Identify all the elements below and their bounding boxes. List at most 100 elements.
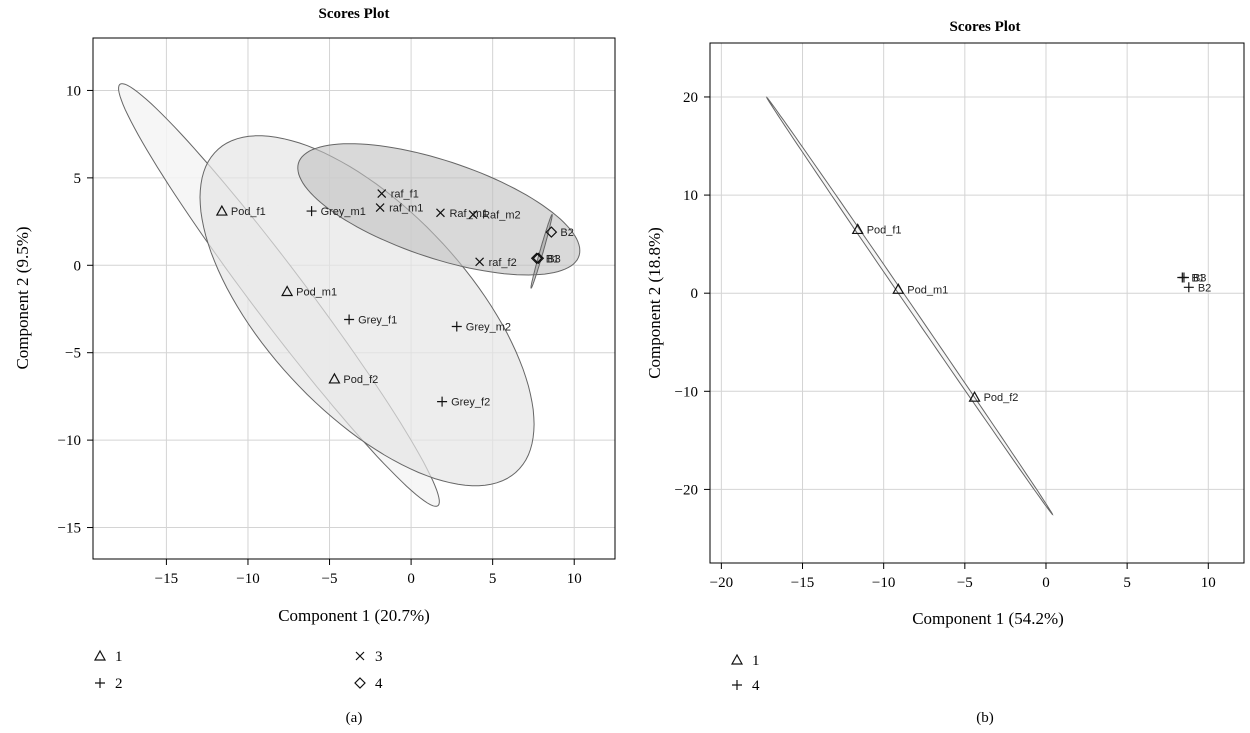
point-marker	[377, 189, 387, 199]
point-label: Grey_m2	[466, 321, 511, 333]
point-marker	[375, 203, 385, 213]
panel-caption-b: (b)	[976, 710, 994, 726]
point-marker	[328, 372, 341, 384]
point-label: B2	[560, 227, 573, 239]
point-marker	[892, 283, 905, 294]
point-marker	[344, 314, 355, 325]
point-marker	[530, 252, 543, 265]
y-axis-label-a: Component 2 (9.5%)	[13, 226, 32, 369]
x-tick-label: −10	[236, 571, 259, 587]
x-tick-label: −15	[155, 571, 178, 587]
panel-caption-a: (a)	[346, 710, 363, 726]
y-tick-label: −5	[65, 346, 81, 362]
point-label: Grey_f2	[451, 397, 490, 409]
grid-b	[710, 43, 1244, 563]
point-label: Grey_f1	[358, 314, 397, 326]
x-axis-label-b: Component 1 (54.2%)	[912, 609, 1064, 628]
point-label: B2	[1198, 282, 1211, 294]
legend-label: 1	[752, 653, 760, 669]
point-marker	[968, 390, 981, 402]
x-tick-label: 10	[567, 571, 582, 587]
point-label: B1	[546, 253, 559, 265]
legend-marker	[95, 678, 105, 688]
ticks-a: −15 −10 −5 0 5 10 −15 −10 −5 0 5 10	[58, 83, 582, 587]
points-a: Pod_f1 Pod_m1 Pod_f2 Grey_m1 Grey_f1 Grey_m2 G…	[215, 189, 574, 409]
point-marker	[851, 223, 864, 235]
point-marker	[468, 210, 478, 220]
point-label: B3	[1193, 272, 1206, 284]
y-tick-label: −10	[58, 433, 81, 449]
y-tick-label: 5	[74, 171, 82, 187]
point-label: Pod_m1	[907, 284, 948, 296]
chart-title-a: Scores Plot	[319, 6, 390, 22]
legend-marker	[354, 677, 366, 689]
y-tick-label: 10	[66, 83, 81, 99]
point-label: Pod_m1	[296, 287, 337, 299]
point-marker	[281, 285, 294, 297]
x-tick-label: −5	[957, 575, 973, 591]
x-tick-label: −10	[872, 575, 895, 591]
ticks-b: −20 −15 −10 −5 0 5 10 −20 −10 0 10 20	[675, 90, 1216, 591]
x-tick-label: 0	[407, 571, 415, 587]
point-label: Pod_f1	[867, 224, 902, 236]
confidence-ellipse-group-3	[297, 143, 581, 276]
x-tick-label: 0	[1042, 575, 1050, 591]
point-marker	[532, 252, 545, 265]
point-label: Pod_f2	[984, 392, 1019, 404]
point-marker	[1183, 282, 1194, 293]
x-tick-label: 10	[1201, 575, 1216, 591]
legend-marker	[93, 649, 107, 661]
point-label: raf_f1	[391, 189, 419, 201]
point-marker	[451, 321, 462, 332]
panel-b: Scores Plot −20 −15 −10 −5 0 5 10 −20 −10 0 10 20 P…	[645, 19, 1245, 726]
point-marker	[475, 257, 485, 267]
ellipses-b	[765, 96, 1054, 516]
point-marker	[215, 204, 228, 216]
y-tick-label: −15	[58, 521, 81, 537]
legend-label: 1	[115, 649, 123, 665]
confidence-ellipse-group-2	[199, 135, 535, 487]
y-tick-label: 10	[683, 188, 698, 204]
x-tick-label: −5	[322, 571, 338, 587]
x-tick-label: 5	[1123, 575, 1131, 591]
panel-a: Scores Plot −15 −10 −5 0 5 10 −15 −10 −5 0 5 10 Pod…	[13, 6, 616, 726]
point-marker	[1178, 272, 1189, 283]
legend-marker	[730, 653, 744, 665]
point-marker	[306, 206, 317, 217]
y-tick-label: −10	[675, 384, 698, 400]
point-label: Raf_m2	[482, 210, 521, 222]
point-marker	[545, 226, 558, 238]
ellipses-a	[118, 83, 581, 507]
legend-label: 2	[115, 676, 123, 692]
chart-title-b: Scores Plot	[950, 19, 1021, 35]
confidence-ellipse-group-1	[765, 96, 1054, 516]
point-label: Grey_m1	[321, 206, 366, 218]
x-tick-label: −20	[710, 575, 733, 591]
point-label: Raf_m1	[449, 208, 488, 220]
x-tick-label: 5	[489, 571, 497, 587]
plot-frame-a	[92, 37, 616, 560]
legend-label: 3	[375, 649, 383, 665]
legend-label: 4	[375, 676, 383, 692]
point-marker	[437, 396, 448, 407]
legend-b: 14	[730, 653, 760, 694]
y-tick-label: 0	[691, 286, 699, 302]
point-label: Pod_f2	[343, 374, 378, 386]
y-tick-label: 20	[683, 90, 698, 106]
point-label: raf_f2	[489, 257, 517, 269]
legend-a: 1 2 3 4	[93, 649, 383, 692]
y-tick-label: 0	[74, 258, 82, 274]
x-tick-label: −15	[791, 575, 814, 591]
legend-marker	[355, 651, 365, 661]
point-label: B3	[547, 253, 560, 265]
point-label: B1	[1191, 272, 1204, 284]
legend-marker	[732, 680, 742, 690]
y-tick-label: −20	[675, 482, 698, 498]
y-axis-label-b: Component 2 (18.8%)	[645, 227, 664, 379]
point-marker	[436, 208, 445, 218]
legend-label: 4	[752, 678, 760, 694]
point-label: raf_m1	[389, 203, 423, 215]
plot-frame-b	[709, 42, 1245, 564]
